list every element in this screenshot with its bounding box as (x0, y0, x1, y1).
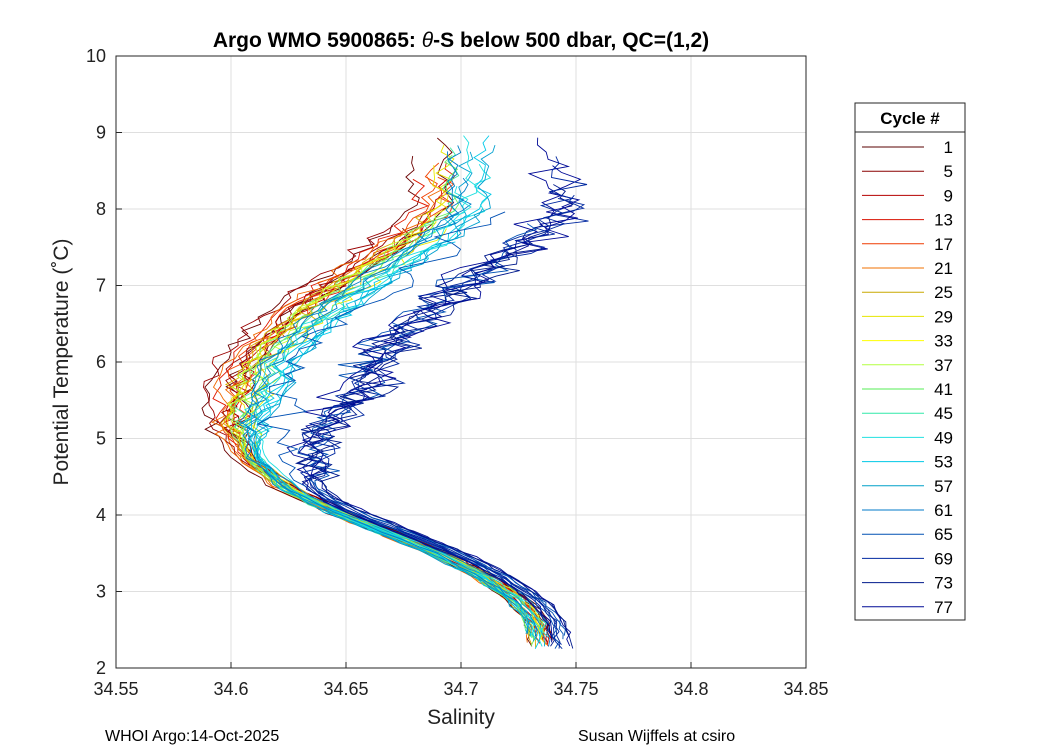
x-tick-label: 34.7 (443, 679, 478, 699)
y-axis-label: Potential Temperature (˚C) (50, 238, 73, 485)
legend-label: 77 (934, 598, 953, 617)
legend-label: 61 (934, 501, 953, 520)
profile-line (252, 241, 532, 637)
y-tick-label: 10 (86, 46, 106, 66)
profile-line (247, 151, 546, 647)
profile-curves (201, 135, 589, 650)
profile-line (308, 269, 564, 640)
legend-label: 69 (934, 549, 953, 568)
legend-label: 73 (934, 574, 953, 593)
legend-label: 45 (934, 404, 953, 423)
x-tick-label: 34.65 (323, 679, 368, 699)
x-tick-label: 34.85 (783, 679, 828, 699)
profile-line (239, 151, 538, 637)
y-tick-label: 3 (96, 582, 106, 602)
y-tick-label: 9 (96, 123, 106, 143)
legend-items: 1 5 9 13 17 21 25 29 33 37 41 45 49 53 57 61 65 69 73 77 (862, 138, 953, 617)
x-ticks: 34.55 34.6 34.65 34.7 34.75 34.8 34.85 (93, 662, 829, 699)
legend-label: 1 (944, 138, 953, 157)
footer-right: Susan Wijffels at csiro (578, 728, 735, 745)
profile-line (248, 144, 529, 635)
profile-line (299, 156, 588, 650)
footer-left: WHOI Argo:14-Oct-2025 (105, 728, 279, 745)
y-tick-label: 8 (96, 199, 106, 219)
x-tick-label: 34.55 (93, 679, 138, 699)
y-tick-label: 7 (96, 276, 106, 296)
chart-title: Argo WMO 5900865: θ-S below 500 dbar, QC… (213, 29, 709, 52)
legend-label: 57 (934, 477, 953, 496)
x-tick-label: 34.6 (213, 679, 248, 699)
legend-label: 53 (934, 453, 953, 472)
profile-line (301, 197, 586, 645)
legend-label: 49 (934, 428, 953, 447)
legend-label: 5 (944, 162, 953, 181)
legend-label: 21 (934, 259, 953, 278)
profile-line (256, 211, 560, 649)
legend-label: 37 (934, 356, 953, 375)
x-tick-label: 34.75 (553, 679, 598, 699)
legend-label: 9 (944, 186, 953, 205)
profile-line (309, 247, 570, 637)
legend: Cycle # 1 5 9 13 17 21 25 29 33 37 41 45 49 53 57 61 65 6… (854, 102, 966, 621)
y-tick-label: 5 (96, 429, 106, 449)
profile-line (298, 205, 578, 638)
legend-label: 13 (934, 211, 953, 230)
legend-label: 33 (934, 332, 953, 351)
legend-label: 29 (934, 307, 953, 326)
y-tick-label: 4 (96, 505, 106, 525)
profile-line (296, 184, 574, 649)
y-ticks: 2 3 4 5 6 7 8 9 10 (86, 46, 122, 678)
profile-line (301, 165, 582, 647)
legend-title: Cycle # (880, 109, 940, 128)
legend-label: 17 (934, 235, 953, 254)
y-tick-label: 6 (96, 352, 106, 372)
legend-label: 65 (934, 525, 953, 544)
legend-label: 41 (934, 380, 953, 399)
x-tick-label: 34.8 (673, 679, 708, 699)
y-tick-label: 2 (96, 658, 106, 678)
x-axis-label: Salinity (427, 706, 495, 729)
profile-line (220, 162, 549, 647)
legend-label: 25 (934, 283, 953, 302)
